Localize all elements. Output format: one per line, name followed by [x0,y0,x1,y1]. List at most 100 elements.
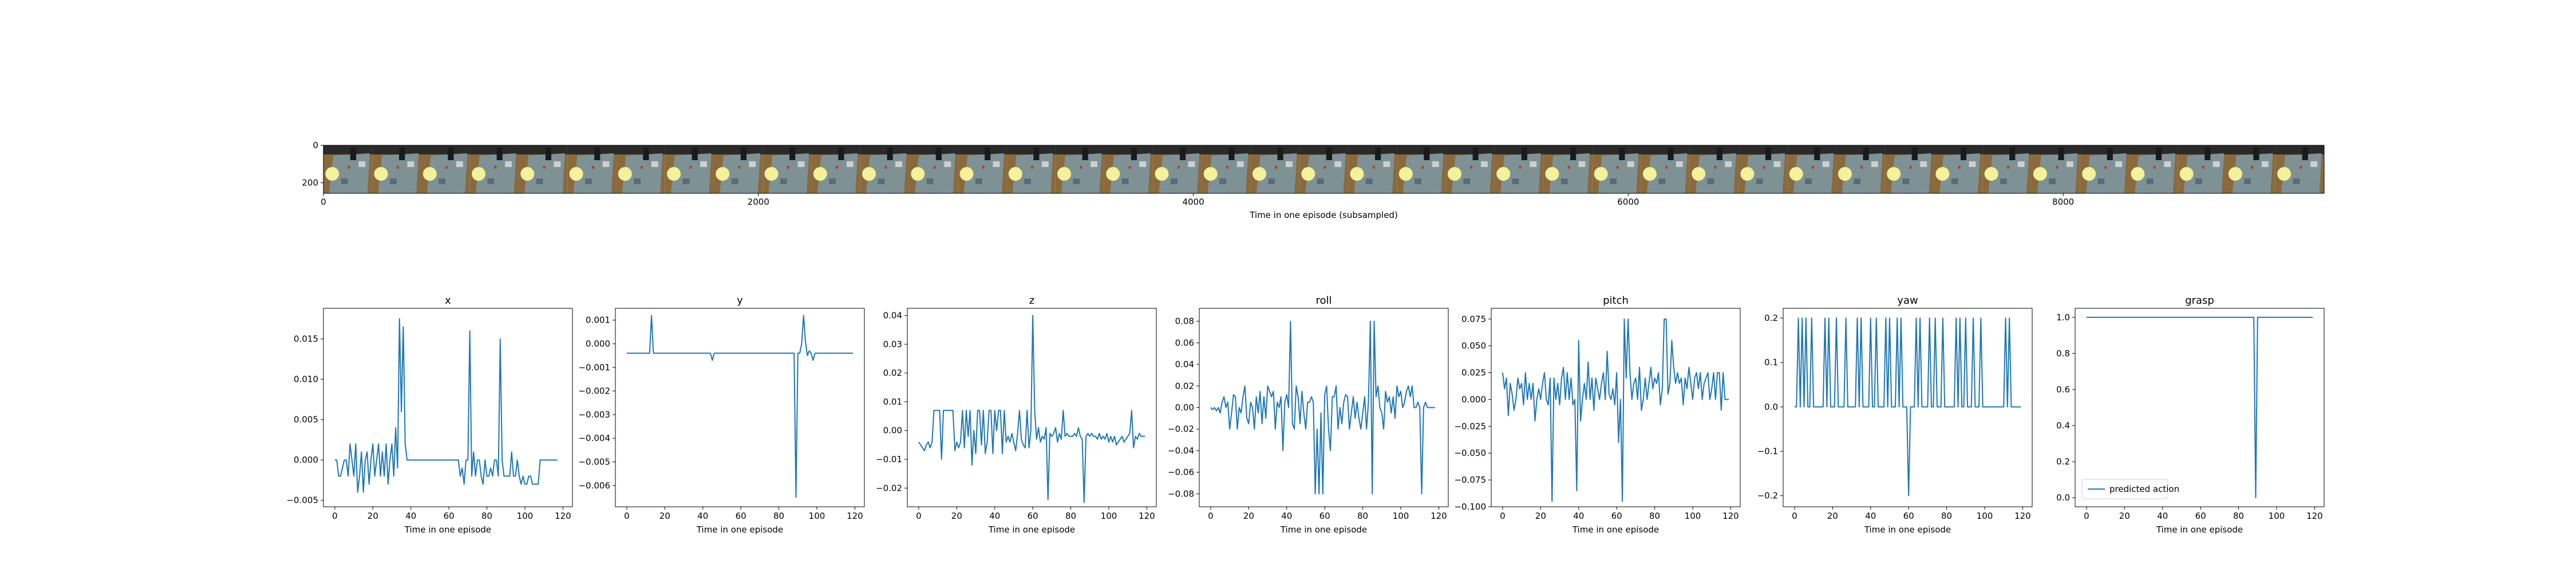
x-tick-label: 100 [1393,511,1409,521]
y-tick-label: −0.001 [578,362,610,372]
x-tick-label: 60 [736,511,746,521]
episode-frame [762,145,812,193]
chart-title: y [737,295,743,307]
strip-x-axis-label: Time in one episode (subsampled) [1249,210,1398,220]
x-tick-label: 120 [2306,511,2323,521]
y-tick-label: −0.08 [1168,488,1194,499]
x-tick-label: 0 [1208,511,1214,521]
series-line [1502,318,1729,502]
episode-frame [1739,145,1788,193]
chart-panel-x: x 0 20 40 60 80 100 120 −0.005 0.000 0.005 0.010 0.0… [286,295,573,535]
episode-frame [1494,145,1544,193]
series-line [334,318,558,493]
x-tick-label: 80 [773,511,784,521]
y-tick-label: −0.02 [876,483,902,493]
x-tick-label: 120 [2014,511,2031,521]
x-tick-label: 120 [1431,511,1447,521]
action-charts-row: x0 20 40 60 80 100 120−0.0050.0000.0050.0100.0… [286,295,2325,535]
y-tick-label: 0.2 [2056,456,2070,467]
y-tick-label: 0.000 [294,455,318,465]
strip-x-tick-label: 8000 [2052,197,2074,207]
y-tick-label: 0.02 [1175,381,1194,391]
x-tick-label: 120 [1722,511,1739,521]
chart-title: pitch [1603,295,1629,307]
x-tick-label: 40 [1281,511,1292,521]
episode-frame [1055,145,1104,193]
y-tick-label: −0.050 [1454,448,1486,458]
y-tick-label: −0.1 [1757,446,1778,456]
legend-label: predicted action [2109,484,2179,494]
x-tick-label: 60 [444,511,455,521]
y-tick-label: −0.004 [578,433,610,443]
y-tick-label: 0.005 [294,415,318,425]
y-tick-label: −0.02 [1168,424,1194,434]
episode-frame [1543,145,1593,193]
x-tick-label: 100 [2269,511,2285,521]
y-tick-label: 0.8 [2056,348,2070,359]
x-tick-label: 100 [517,511,534,521]
y-tick-label: 0.00 [883,426,902,436]
y-tick-label: 0.000 [586,339,610,349]
x-tick-label: 80 [1065,511,1076,521]
y-tick-label: 0.03 [883,339,902,349]
chart-panel-roll: roll 0 20 40 60 80 100 120 −0.08 −0.06 −0.04 −0.02 0… [1168,295,1449,535]
episode-frame [713,145,763,193]
x-tick-label: 80 [481,511,492,521]
episode-frame [1934,145,1983,193]
x-axis-label: Time in one episode [696,525,783,535]
y-tick-label: −0.003 [578,410,610,420]
strip-frame-border [323,145,2325,194]
x-tick-label: 0 [1500,511,1506,521]
episode-frame [665,145,714,193]
x-tick-label: 100 [1977,511,1993,521]
episode-frame [1153,145,1202,193]
y-tick-label: −0.2 [1757,491,1778,501]
axes-frame [1783,308,2033,507]
x-axis-label: Time in one episode [404,525,491,535]
x-tick-label: 20 [368,511,378,521]
episode-frame [1397,145,1446,193]
x-tick-label: 80 [1941,511,1952,521]
chart-title: roll [1315,295,1332,307]
x-axis-label: Time in one episode [2156,525,2243,535]
y-tick-label: −0.06 [1168,467,1194,478]
y-tick-label: 0.0 [1764,402,1778,412]
y-tick-label: 0.00 [1175,403,1194,413]
x-axis-label: Time in one episode [988,525,1075,535]
x-tick-label: 20 [2119,511,2130,521]
y-tick-label: 0.08 [1175,316,1194,327]
episode-frame [1884,145,1934,193]
episode-frame [1689,145,1739,193]
x-tick-label: 120 [847,511,863,521]
axes-frame [323,308,573,507]
y-tick-label: 0.06 [1175,337,1194,348]
chart-title: grasp [2185,295,2214,307]
episode-frame [2226,145,2275,193]
x-tick-label: 80 [1649,511,1660,521]
episode-frame [2080,145,2129,193]
episode-frame [421,145,470,193]
y-tick-label: 0.050 [1461,341,1486,351]
x-tick-label: 0 [916,511,922,521]
chart-panel-grasp: grasp 0 20 40 60 80 100 120 0.0 0.2 0.4 0.6 0.8 1.0 Ti… [2056,295,2325,535]
series-line [918,315,1145,503]
chart-panel-pitch: pitch 0 20 40 60 80 100 120 −0.100 −0.075 −0.050 −0… [1454,295,1741,535]
x-tick-label: 80 [2233,511,2244,521]
chart-panel-z: z 0 20 40 60 80 100 120 −0.02 −0.01 0.00 0.01 0.02 0.… [876,295,1157,535]
y-tick-label: 0.000 [1461,394,1486,404]
x-axis-label: Time in one episode [1280,525,1367,535]
y-tick-label: −0.100 [1454,502,1486,512]
x-tick-label: 40 [989,511,1000,521]
episode-frame [958,145,1007,193]
chart-panel-yaw: yaw 0 20 40 60 80 100 120 −0.2 −0.1 0.0 0.1 0.2 Time … [1757,295,2033,535]
y-tick-label: 0.6 [2056,384,2070,395]
x-axis-label: Time in one episode [1864,525,1951,535]
y-tick-label: −0.01 [876,454,902,464]
y-tick-label: 0.075 [1461,314,1486,324]
episode-frame [1787,145,1836,193]
x-tick-label: 100 [809,511,825,521]
chart-panel-y: y 0 20 40 60 80 100 120 −0.006 −0.005 −0.004 −0.003… [578,295,865,535]
x-tick-label: 0 [332,511,338,521]
y-tick-label: −0.002 [578,386,610,396]
